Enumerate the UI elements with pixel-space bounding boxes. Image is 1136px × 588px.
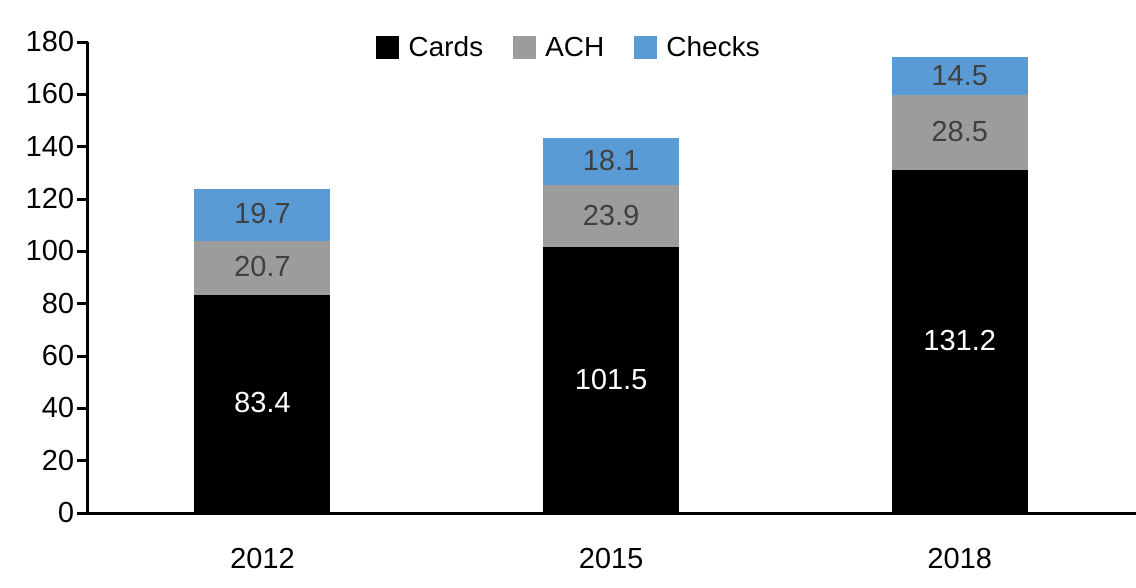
- cards-legend-swatch-icon: [376, 35, 400, 59]
- y-tick-label: 20: [41, 444, 74, 477]
- bar-value-label: 28.5: [931, 115, 988, 148]
- y-tick-label: 140: [25, 130, 74, 163]
- legend-item-cards: Cards: [376, 33, 483, 61]
- bar-segment-ach-2015: 23.9: [543, 184, 679, 248]
- legend: Cards ACH Checks: [0, 33, 1136, 61]
- x-tick-label: 2018: [927, 543, 992, 575]
- y-tick-label: 0: [57, 497, 74, 529]
- y-tick: [77, 249, 88, 253]
- bar-segment-cards-2012: 83.4: [194, 294, 331, 513]
- bar-value-label: 101.5: [574, 363, 648, 396]
- y-tick: [77, 511, 88, 515]
- legend-label: ACH: [545, 31, 605, 62]
- y-tick-label: 40: [41, 392, 74, 425]
- bar-value-label: 23.9: [582, 199, 640, 232]
- y-tick: [77, 406, 88, 410]
- y-tick-label: 80: [41, 287, 74, 320]
- y-tick: [77, 197, 88, 201]
- legend-item-ach: ACH: [513, 33, 604, 61]
- y-tick: [77, 459, 88, 463]
- bar-value-label: 83.4: [234, 387, 291, 420]
- y-tick: [77, 302, 88, 306]
- bar-segment-ach-2018: 28.5: [891, 95, 1028, 170]
- y-tick: [77, 145, 88, 149]
- bar-segment-checks-2018: 14.5: [891, 57, 1028, 96]
- legend-label: Checks: [666, 31, 760, 62]
- bar-value-label: 20.7: [234, 251, 291, 284]
- x-tick-label: 2012: [230, 543, 295, 575]
- bar-segment-checks-2012: 19.7: [194, 189, 331, 241]
- bar-segment-ach-2012: 20.7: [194, 240, 331, 295]
- ach-legend-swatch-icon: [513, 35, 537, 59]
- legend-label: Cards: [408, 31, 484, 62]
- y-tick-label: 180: [25, 26, 74, 58]
- y-tick: [77, 92, 88, 96]
- bar-value-label: 19.7: [234, 198, 291, 231]
- x-tick-label: 2015: [578, 543, 644, 575]
- y-axis: [86, 42, 89, 515]
- y-tick: [77, 40, 88, 44]
- y-tick-label: 100: [25, 235, 74, 268]
- bar-value-label: 131.2: [923, 324, 996, 357]
- bar-segment-checks-2015: 18.1: [543, 137, 679, 185]
- y-tick: [77, 354, 88, 358]
- legend-item-checks: Checks: [634, 31, 760, 62]
- checks-legend-swatch-icon: [634, 35, 658, 59]
- x-axis: [77, 512, 1136, 515]
- bar-value-label: 14.5: [931, 59, 988, 92]
- bar-value-label: 18.1: [582, 144, 640, 177]
- bar-segment-cards-2018: 131.2: [891, 169, 1028, 513]
- y-tick-label: 160: [25, 78, 74, 111]
- y-tick-label: 120: [25, 183, 74, 215]
- bar-segment-cards-2015: 101.5: [543, 247, 679, 513]
- y-tick-label: 60: [41, 340, 74, 372]
